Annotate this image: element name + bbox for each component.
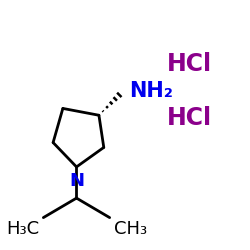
Text: N: N [69,172,84,190]
Text: HCl: HCl [167,52,212,76]
Text: H₃C: H₃C [6,220,40,238]
Text: CH₃: CH₃ [114,220,147,238]
Text: HCl: HCl [167,106,212,130]
Text: NH₂: NH₂ [129,81,173,101]
